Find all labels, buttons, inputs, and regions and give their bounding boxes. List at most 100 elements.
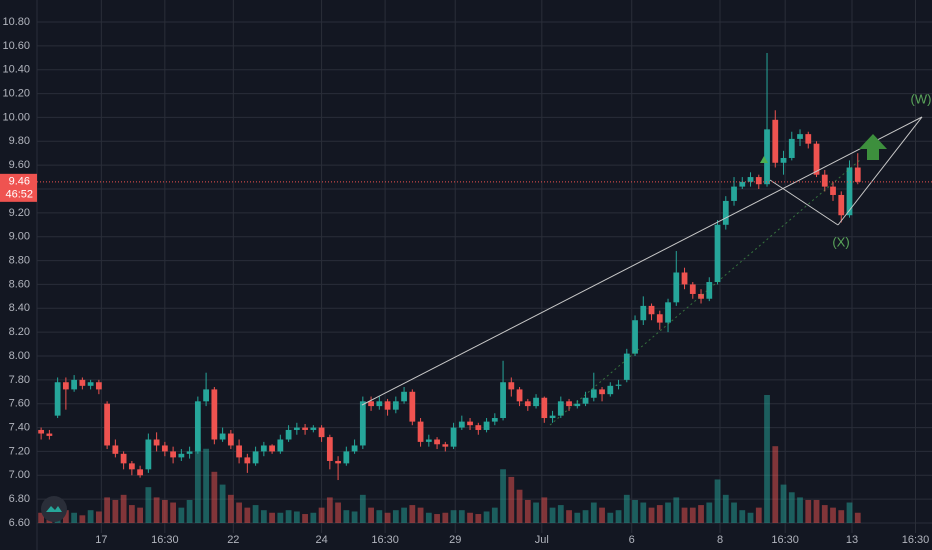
candle-body	[293, 427, 300, 430]
volume-bar	[302, 514, 308, 523]
candle-body	[46, 433, 53, 436]
volume-bar	[846, 502, 853, 523]
candle-body	[442, 444, 449, 447]
y-tick-label: 6.80	[9, 493, 30, 505]
volume-bar	[706, 502, 713, 523]
candle-body	[170, 451, 176, 458]
volume-bar	[805, 499, 812, 523]
wave-line	[837, 116, 923, 226]
candle-body	[698, 293, 704, 299]
volume-bar	[260, 510, 267, 523]
candle-body	[830, 186, 836, 195]
volume-bar	[673, 497, 680, 523]
volume-bar	[549, 507, 556, 523]
y-tick-label: 7.00	[9, 469, 30, 481]
candle-body	[252, 451, 259, 464]
volume-bar	[648, 507, 655, 523]
y-tick-label: 6.60	[9, 517, 30, 529]
candle-body	[755, 177, 762, 185]
candle-body	[500, 382, 506, 419]
y-tick-label: 8.20	[9, 326, 30, 338]
axes: 6.60 6.80 7.00 7.20 7.40 7.60 7.80 8.00 8.20 8.40…	[0, 16, 932, 546]
candle-body	[566, 401, 572, 407]
last-price-label: 9.46	[9, 176, 30, 188]
y-tick-label: 10.40	[2, 64, 30, 76]
candle-body	[797, 134, 803, 139]
candle-body	[813, 143, 820, 175]
volume-bar	[161, 499, 168, 523]
volume-bar	[236, 502, 242, 523]
candle-body	[260, 445, 267, 452]
candle-body	[706, 282, 713, 299]
annotation: (X)	[832, 234, 849, 249]
candle-body	[458, 421, 465, 428]
trend-line	[361, 116, 923, 406]
candle-body	[128, 463, 135, 470]
marker	[760, 156, 768, 163]
y-tick-label: 7.80	[9, 374, 30, 386]
candle-body	[681, 272, 688, 285]
y-tick-label: 10.60	[2, 40, 30, 52]
candle-body	[368, 401, 374, 407]
volume-bar	[252, 505, 259, 523]
volume-bar	[689, 507, 696, 523]
volume-bar	[128, 505, 135, 523]
volume-bar	[665, 502, 671, 523]
volume-bar	[153, 497, 160, 523]
x-tick-label: 8	[717, 534, 723, 546]
volume-bar	[277, 512, 284, 523]
candle-body	[640, 305, 647, 321]
candle-body	[648, 305, 655, 315]
volume-bar	[541, 497, 548, 523]
volume-bar	[640, 502, 647, 523]
candle-body	[178, 453, 185, 458]
volume-bar	[607, 512, 614, 523]
candle-body	[219, 433, 226, 440]
volume-bar	[137, 507, 143, 523]
volume-bar	[574, 512, 581, 523]
candle-body	[714, 224, 721, 283]
candle-body	[838, 194, 845, 216]
candle-body	[227, 433, 234, 446]
volume-bar	[359, 494, 366, 523]
y-tick-label: 8.00	[9, 350, 30, 362]
volume-bar	[450, 510, 457, 523]
candle-body	[780, 157, 787, 163]
volume-bar	[491, 507, 498, 523]
candle-body	[87, 382, 94, 386]
volume-bar	[623, 494, 630, 523]
candle-body	[277, 439, 284, 452]
candle-body	[549, 415, 556, 419]
countdown-label: 46:52	[5, 189, 33, 201]
candle-body	[211, 389, 218, 440]
volume-bar	[483, 511, 490, 523]
volume-bar	[104, 497, 111, 523]
volume-bar	[813, 499, 820, 523]
volume-bar	[830, 507, 836, 523]
volume-bar	[186, 499, 193, 523]
volume-bar	[219, 484, 226, 523]
candle-body	[359, 401, 366, 446]
volume-bar	[392, 510, 399, 523]
candle-body	[607, 385, 614, 395]
candle-body	[71, 379, 78, 390]
candle-body	[557, 401, 564, 416]
candle-body	[376, 401, 383, 407]
candle-body	[764, 129, 770, 185]
volume-bar	[112, 499, 119, 523]
candle-body	[665, 302, 671, 323]
x-tick-label: 24	[315, 534, 327, 546]
candle-body	[38, 429, 45, 434]
y-tick-label: 9.80	[9, 135, 30, 147]
volume-bar	[38, 512, 45, 523]
candle-body	[574, 403, 581, 407]
candle-body	[145, 439, 152, 470]
candle-body	[450, 427, 457, 447]
y-tick-label: 10.80	[2, 16, 30, 28]
volume-bar	[698, 505, 704, 523]
volume-bar	[780, 484, 787, 523]
candle-body	[524, 401, 531, 407]
annotation: (W)	[911, 91, 932, 106]
volume-bar	[417, 507, 424, 523]
volume-bar	[821, 505, 828, 523]
